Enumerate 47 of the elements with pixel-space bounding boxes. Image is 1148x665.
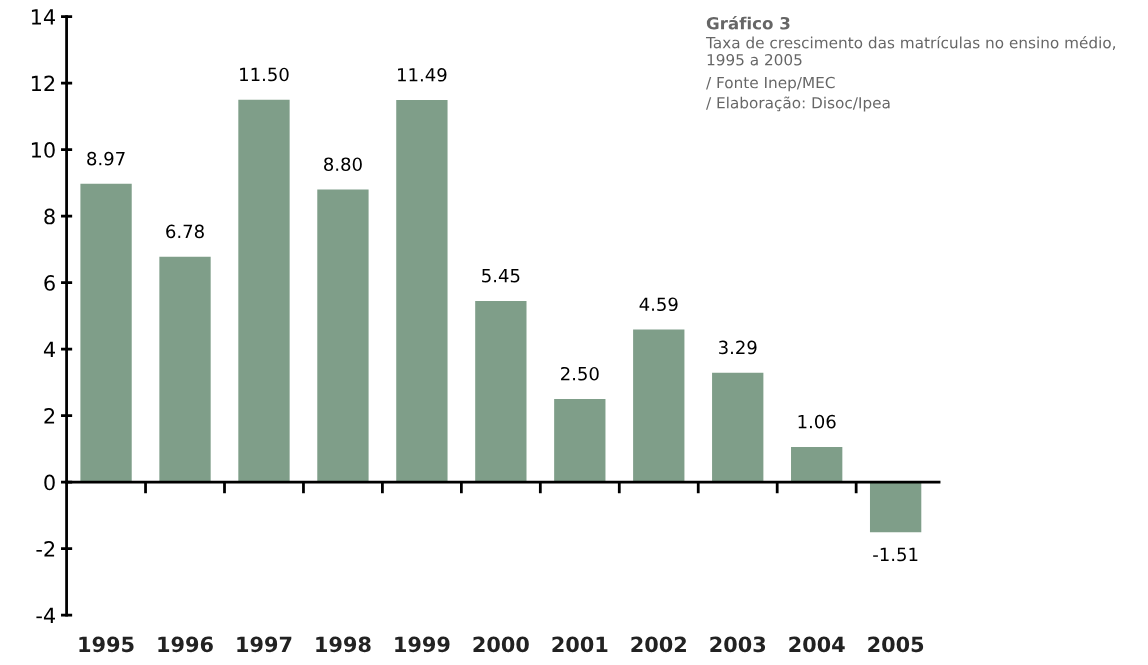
x-tick-label: 2005 (868, 636, 924, 653)
x-tick-label: 1998 (316, 636, 371, 653)
bar (712, 372, 764, 483)
bar (869, 482, 922, 533)
bar (475, 300, 527, 483)
y-tick-label: -4 (36, 607, 55, 624)
data-label: 5.45 (482, 269, 520, 283)
data-label: 1.06 (798, 414, 836, 429)
y-tick-label: 12 (31, 75, 55, 92)
x-tick-label: 2004 (789, 636, 845, 653)
annotation: / Fonte Inep/MEC (706, 76, 835, 92)
chart-title: Gráfico 3 (706, 15, 790, 30)
y-tick-label: 4 (43, 341, 55, 358)
data-label: 11.50 (240, 67, 289, 82)
data-label: 8.97 (87, 151, 125, 166)
y-tick-label: 2 (44, 408, 55, 424)
data-label: 8.80 (324, 157, 362, 172)
bar (317, 189, 369, 483)
y-tick-label: 0 (44, 474, 55, 491)
x-tick-label: 2003 (710, 636, 766, 653)
y-tick-label: 8 (44, 208, 55, 225)
x-tick-label: 2000 (473, 636, 529, 653)
bar (396, 100, 448, 483)
x-tick-label: 2001 (552, 636, 608, 653)
x-tick-label: 1995 (79, 636, 134, 653)
bar (791, 446, 843, 483)
annotation: / Elaboração: Disoc/Ipea (706, 96, 890, 112)
bar (80, 183, 132, 483)
y-tick-label: 10 (31, 142, 55, 158)
x-tick-label: 1996 (158, 636, 213, 653)
bar (238, 99, 290, 483)
y-tick-label: 6 (44, 275, 55, 291)
x-tick-label: 1999 (395, 636, 450, 653)
data-label: 2.50 (561, 366, 599, 381)
bar (633, 329, 685, 483)
data-label: 6.78 (166, 224, 204, 239)
x-tick-label: 1997 (237, 636, 292, 653)
data-label: 11.49 (398, 67, 447, 82)
y-tick-label: 14 (31, 9, 55, 25)
bar (159, 256, 211, 483)
data-label: 3.29 (719, 340, 757, 355)
data-label: -1.51 (873, 547, 918, 562)
text: Taxa de crescimento das matrículas no ensino médio, 1995 a 2005 (705, 35, 1116, 66)
y-tick-label: -2 (36, 541, 55, 557)
bar (554, 399, 606, 483)
data-label: 4.59 (639, 297, 678, 312)
x-tick-label: 2002 (631, 636, 686, 653)
